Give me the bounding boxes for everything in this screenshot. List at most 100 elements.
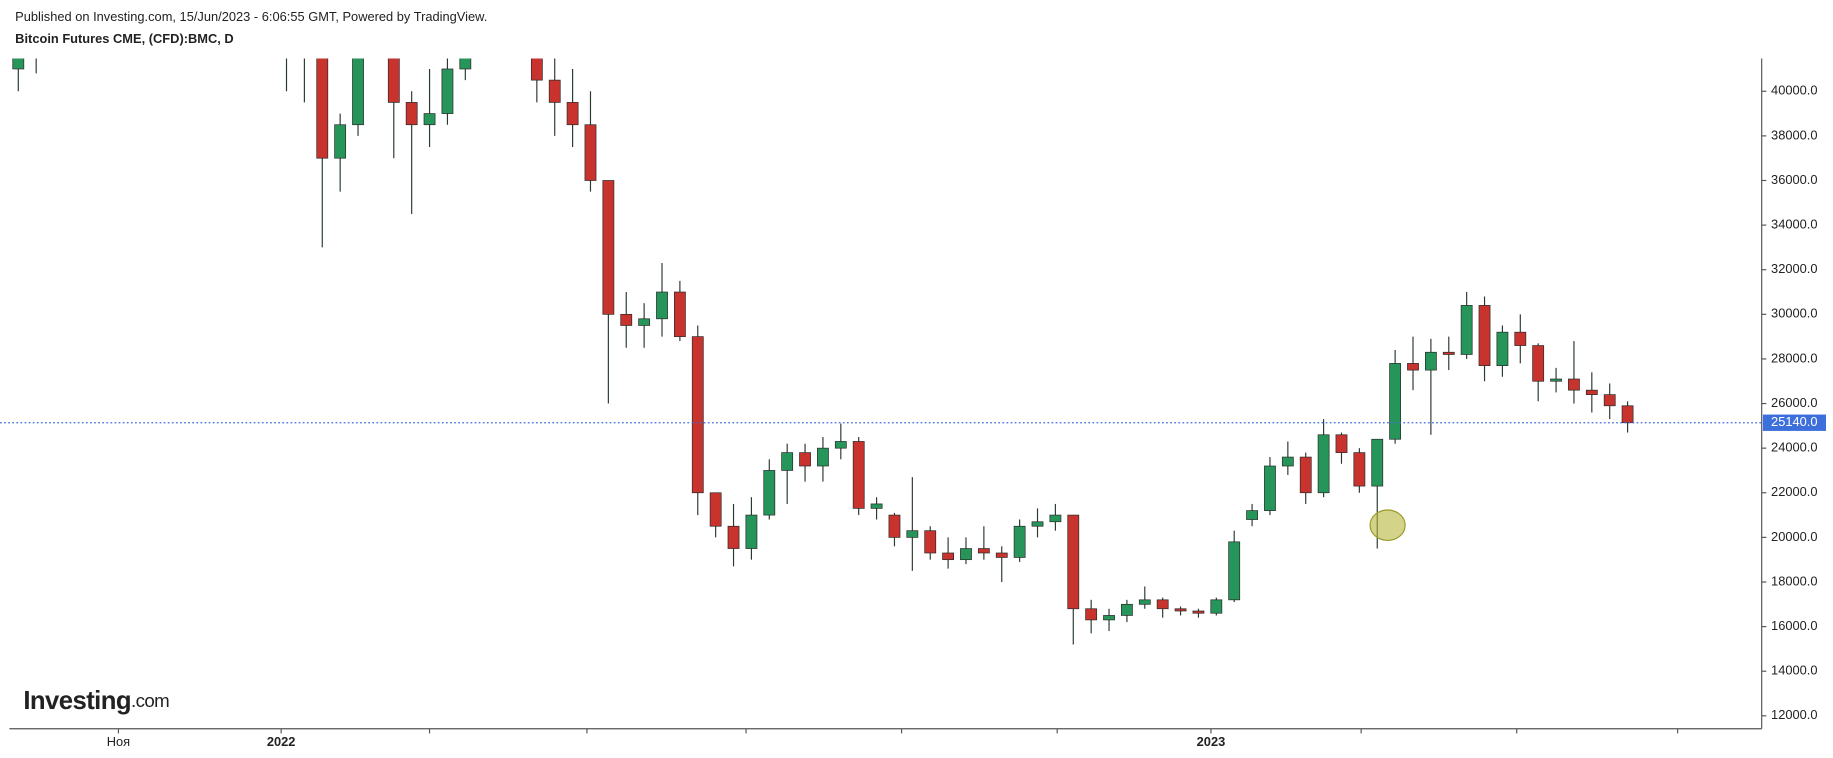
- candle-body: [405, 102, 418, 126]
- y-tick-label: 36000.0: [1771, 172, 1817, 187]
- candle-body: [299, 51, 310, 58]
- candle-body: [1013, 525, 1026, 558]
- candle-body: [1407, 363, 1419, 371]
- candle-body: [1281, 456, 1294, 467]
- candle-body: [316, 58, 329, 159]
- candle-body: [1228, 541, 1241, 601]
- candle-body: [387, 58, 400, 103]
- candle-body: [1174, 608, 1187, 612]
- candle-body: [960, 548, 972, 561]
- candle-body: [1335, 434, 1348, 453]
- candle-body: [12, 58, 25, 70]
- y-tick-label: 14000.0: [1771, 663, 1817, 678]
- candle-body: [1264, 465, 1276, 511]
- candle-body: [1138, 599, 1151, 605]
- symbol-title: Bitcoin Futures CME, (CFD):BMC, D: [15, 31, 234, 46]
- candle-body: [1478, 305, 1491, 366]
- candle-body: [352, 58, 364, 126]
- candle-body: [977, 548, 990, 554]
- candle-body: [924, 530, 937, 554]
- candle-body: [1550, 378, 1562, 382]
- candle-body: [31, 47, 42, 58]
- candle-body: [334, 124, 347, 159]
- y-tick-label: 26000.0: [1771, 395, 1817, 410]
- candle-body: [459, 58, 472, 70]
- candle-body: [548, 79, 561, 103]
- y-tick-label: 40000.0: [1771, 83, 1817, 98]
- candle-body: [566, 102, 579, 126]
- candle-body: [656, 291, 668, 320]
- candle-body: [1121, 603, 1133, 616]
- candle-body: [995, 552, 1008, 558]
- candles: [12, 0, 1634, 645]
- candle-body: [1353, 452, 1366, 487]
- candle-body: [1210, 599, 1223, 614]
- candle-body: [852, 441, 865, 509]
- y-tick-label: 24000.0: [1771, 440, 1817, 455]
- candle-body: [1424, 351, 1437, 371]
- candle-body: [906, 530, 919, 538]
- candle-body: [1031, 521, 1044, 527]
- candle-body: [709, 492, 722, 527]
- candle-body: [673, 291, 686, 337]
- y-tick-label: 34000.0: [1771, 216, 1817, 231]
- candle-body: [423, 113, 436, 126]
- candle-body: [1621, 405, 1634, 424]
- candle-body: [1496, 331, 1509, 366]
- candle-body: [817, 447, 829, 467]
- candle-body: [1371, 438, 1384, 487]
- y-tick-label: 32000.0: [1771, 261, 1817, 276]
- candle-body: [281, 0, 292, 51]
- candle-body: [888, 514, 901, 538]
- candle-body: [638, 318, 651, 326]
- logo-suffix: .com: [131, 690, 169, 711]
- candle-body: [1442, 351, 1455, 355]
- y-tick-label: 28000.0: [1771, 350, 1817, 365]
- y-tick-label: 22000.0: [1771, 484, 1817, 499]
- candle-body: [530, 58, 543, 81]
- logo-brand: Investing: [23, 687, 131, 715]
- candle-body: [1585, 389, 1598, 395]
- candle-body: [1514, 331, 1527, 346]
- candle-body: [727, 525, 740, 549]
- candle-body: [1460, 305, 1473, 355]
- last-price-label: 25140.0: [1771, 414, 1817, 429]
- candle-body: [870, 503, 883, 509]
- candle-body: [1532, 345, 1545, 382]
- candle-body: [942, 552, 954, 561]
- candle-body: [1389, 363, 1402, 440]
- y-tick-label: 38000.0: [1771, 127, 1817, 142]
- candle-body: [1067, 514, 1080, 610]
- last-price-box: [1762, 414, 1826, 431]
- candle-body: [834, 441, 847, 449]
- candle-body: [1603, 394, 1616, 407]
- candle-body: [745, 514, 758, 549]
- candle-body: [1317, 434, 1330, 494]
- candle-body: [584, 124, 597, 181]
- candle-body: [620, 313, 633, 326]
- candle-body: [602, 180, 615, 315]
- x-tick-label: 2022: [267, 734, 296, 749]
- candle-body: [763, 470, 776, 516]
- x-tick-label: Ноя: [107, 734, 130, 749]
- candle-body: [1085, 608, 1098, 621]
- candle-body: [781, 452, 794, 471]
- candle-body: [1299, 456, 1312, 494]
- y-tick-label: 12000.0: [1771, 707, 1817, 722]
- candle-body: [1568, 378, 1580, 391]
- candle-body: [1156, 599, 1169, 610]
- candle-body: [1246, 510, 1258, 520]
- y-tick-label: 18000.0: [1771, 573, 1817, 588]
- candle-body: [691, 336, 704, 494]
- y-tick-label: 20000.0: [1771, 529, 1817, 544]
- highlight-circle: [1369, 509, 1406, 542]
- candle-body: [1049, 514, 1062, 523]
- candle-body: [799, 452, 811, 467]
- published-note: Published on Investing.com, 15/Jun/2023 …: [15, 9, 487, 24]
- candle-body: [1192, 610, 1205, 614]
- logo: Investing.com: [23, 687, 169, 715]
- x-tick-label: 2023: [1197, 734, 1226, 749]
- y-tick-label: 30000.0: [1771, 306, 1817, 321]
- candle-body: [441, 68, 454, 114]
